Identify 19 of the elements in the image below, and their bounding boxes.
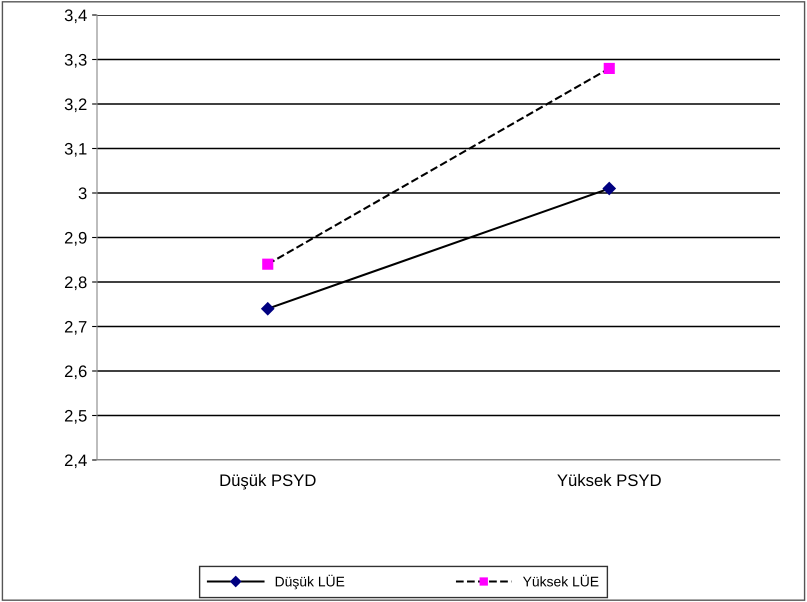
y-tick-label: 2,4 xyxy=(64,454,87,468)
y-tick-label: 2,8 xyxy=(64,276,87,290)
point xyxy=(604,62,615,74)
y-tick-label: 3,4 xyxy=(64,9,87,24)
y-tick-label: 2,7 xyxy=(64,320,86,335)
x-tick-label: Düşük PSYD xyxy=(220,474,316,490)
point xyxy=(261,302,274,316)
y-tick-label: 3,1 xyxy=(64,142,86,157)
legend-label: Düşük LÜE xyxy=(276,574,344,590)
legend-label: Yüksek LÜE xyxy=(522,574,598,586)
y-tick-label: 2,5 xyxy=(64,410,87,424)
y-tick-label: 2,9 xyxy=(64,232,86,246)
point xyxy=(602,182,616,196)
y-tick-label: 3 xyxy=(78,187,87,200)
y-tick-label: 2,6 xyxy=(64,365,87,380)
point xyxy=(262,258,274,270)
y-tick-label: 3,3 xyxy=(64,54,87,68)
x-tick-label: Yüksek PSYD xyxy=(557,474,661,486)
y-tick-label: 3,2 xyxy=(64,98,86,112)
